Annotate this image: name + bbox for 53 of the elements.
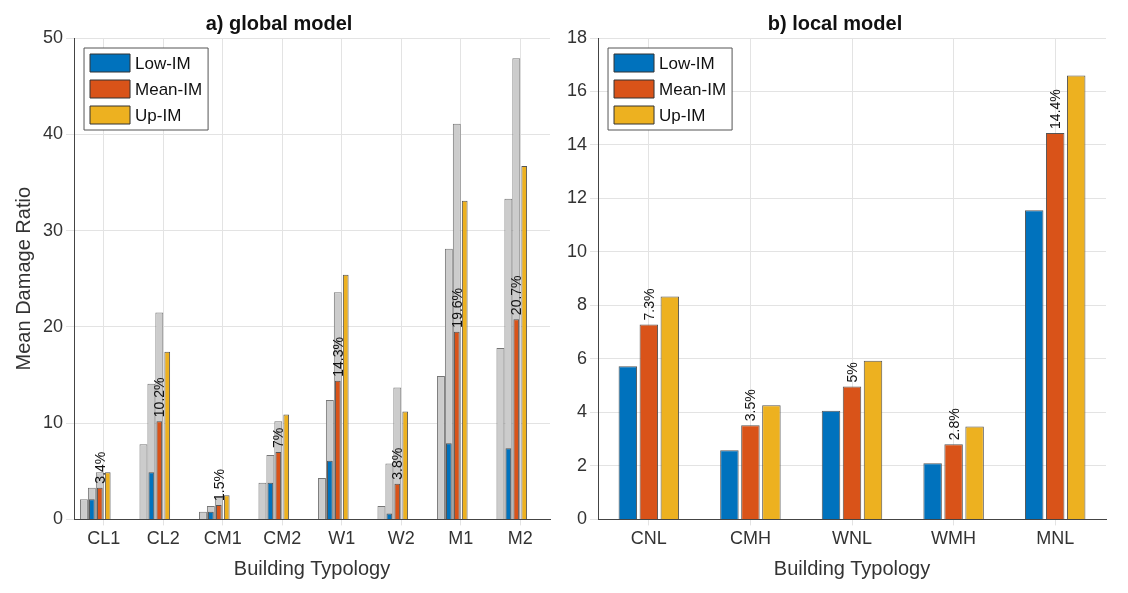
legend-label: Low-IM	[135, 53, 191, 73]
annotation: 7.3%	[640, 288, 657, 321]
x-tick-label: MNL	[1036, 528, 1075, 549]
legend-label: Mean-IM	[659, 79, 727, 99]
y-tick-label: 2	[577, 454, 588, 475]
y-tick-label: 10	[566, 240, 588, 261]
x-tick-label: M1	[448, 528, 474, 549]
annotation: 19.6%	[448, 287, 465, 328]
annotation: 3.4%	[91, 451, 108, 484]
annotation: 7%	[270, 427, 287, 448]
y-tick-label: 50	[42, 26, 64, 47]
annotation: 3.8%	[389, 447, 406, 480]
x-tick-label: CL2	[146, 528, 180, 549]
y-axis-title: Mean Damage Ratio	[11, 186, 34, 371]
legend-label: Low-IM	[659, 53, 715, 73]
y-tick-label: 18	[566, 26, 588, 47]
x-axis-title: Building Typology	[773, 556, 931, 579]
x-tick-label: CM1	[203, 528, 242, 549]
x-tick-label: M2	[507, 528, 533, 549]
legend-label: Up-IM	[659, 105, 706, 125]
y-tick-label: 4	[577, 401, 588, 422]
annotation: 5%	[844, 362, 861, 383]
legend-label: Up-IM	[135, 105, 182, 125]
y-tick-label: 6	[577, 347, 588, 368]
x-tick-label: CMH	[729, 528, 771, 549]
annotation: 1.5%	[210, 469, 227, 501]
x-tick-label: W2	[387, 528, 415, 549]
legend-label: Mean-IM	[135, 79, 203, 99]
x-tick-label: CM2	[263, 528, 302, 549]
y-tick-label: 12	[566, 187, 588, 208]
x-tick-label: CNL	[630, 528, 667, 549]
y-tick-label: 0	[577, 508, 588, 529]
annotation: 3.5%	[742, 389, 759, 422]
x-tick-label: CL1	[87, 528, 121, 549]
annotation: 14.4%	[1047, 89, 1064, 129]
chart-title: b) local model	[767, 11, 903, 34]
y-tick-label: 40	[42, 123, 64, 144]
y-tick-label: 16	[566, 80, 588, 101]
annotation: 14.3%	[329, 337, 346, 377]
y-tick-label: 14	[566, 133, 588, 154]
x-tick-label: WNL	[832, 528, 873, 549]
y-tick-label: 10	[42, 412, 64, 433]
y-tick-label: 20	[42, 315, 64, 336]
y-tick-label: 30	[42, 219, 64, 240]
x-tick-label: W1	[328, 528, 356, 549]
x-tick-label: WMH	[931, 528, 977, 549]
annotation: 20.7%	[508, 275, 525, 316]
y-tick-label: 8	[577, 294, 588, 315]
annotation: 2.8%	[945, 408, 962, 441]
y-tick-label: 0	[53, 508, 64, 529]
annotation: 10.2%	[151, 377, 168, 418]
x-axis-title: Building Typology	[233, 556, 391, 579]
chart-title: a) global model	[205, 11, 353, 34]
